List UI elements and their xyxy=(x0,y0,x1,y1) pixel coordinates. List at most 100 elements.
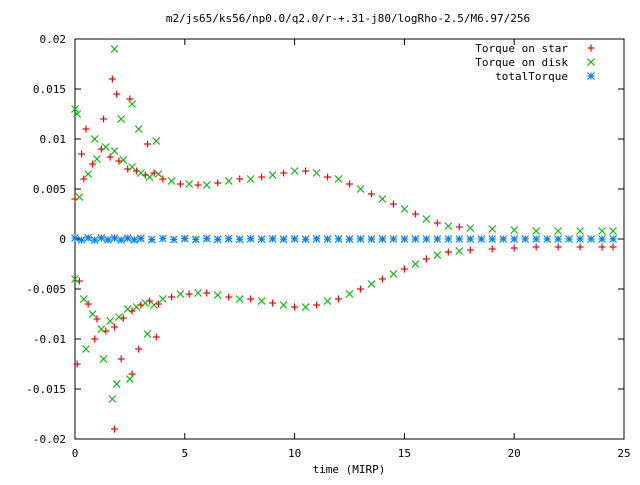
data-point xyxy=(84,233,93,242)
data-point xyxy=(280,169,288,177)
data-point xyxy=(167,177,176,185)
data-point xyxy=(389,235,398,243)
data-point xyxy=(609,235,617,243)
data-point xyxy=(521,235,530,243)
data-point xyxy=(598,227,606,235)
data-point xyxy=(128,163,137,171)
data-point xyxy=(104,235,112,244)
data-point xyxy=(609,227,617,235)
data-point xyxy=(123,234,132,243)
data-point xyxy=(106,153,114,161)
data-point xyxy=(356,185,365,193)
data-point xyxy=(90,135,99,143)
data-point xyxy=(191,235,200,244)
data-point xyxy=(378,234,387,243)
data-point xyxy=(466,246,474,254)
data-point xyxy=(290,234,299,243)
data-point xyxy=(334,234,343,243)
data-point xyxy=(455,223,463,231)
data-point xyxy=(134,125,143,133)
data-point xyxy=(565,235,574,243)
data-point xyxy=(117,115,126,123)
data-point xyxy=(78,150,86,158)
data-point xyxy=(554,227,563,235)
data-point xyxy=(323,297,332,305)
data-point xyxy=(356,234,365,243)
data-point xyxy=(159,175,167,183)
data-point xyxy=(532,227,541,235)
data-point xyxy=(247,295,255,303)
data-point xyxy=(79,295,88,303)
data-point xyxy=(194,181,202,189)
y-tick-label: 0 xyxy=(59,233,66,246)
data-point xyxy=(84,170,93,178)
data-point xyxy=(158,234,167,243)
data-point xyxy=(268,171,277,179)
data-point xyxy=(213,235,222,244)
data-point xyxy=(115,157,123,165)
data-point xyxy=(99,355,108,363)
data-point xyxy=(185,180,194,188)
x-tick-label: 25 xyxy=(617,447,630,460)
data-point xyxy=(411,260,420,268)
data-point xyxy=(185,290,193,298)
data-point xyxy=(97,325,106,333)
data-point xyxy=(532,235,541,243)
data-point xyxy=(130,235,139,244)
x-tick-label: 5 xyxy=(181,447,188,460)
data-point xyxy=(290,167,299,175)
y-axis: -0.02 -0.015 -0.01 -0.005 0 0.005 0.01 0.015 0.0… xyxy=(26,33,624,446)
data-point xyxy=(510,235,519,243)
data-point xyxy=(356,285,364,293)
legend-marker xyxy=(587,72,595,80)
data-point xyxy=(145,173,154,181)
data-point xyxy=(152,333,160,341)
data-point xyxy=(113,90,121,98)
data-point xyxy=(224,234,233,243)
series-1 xyxy=(71,75,617,433)
data-point xyxy=(88,310,97,318)
data-point xyxy=(176,290,185,298)
data-point xyxy=(108,395,117,403)
data-point xyxy=(224,177,233,185)
data-point xyxy=(302,167,310,175)
data-point xyxy=(422,255,430,263)
data-point xyxy=(93,315,101,323)
data-point xyxy=(82,345,90,353)
data-point xyxy=(110,234,119,242)
data-point xyxy=(345,235,354,244)
data-point xyxy=(433,219,441,227)
data-point xyxy=(114,313,123,321)
data-point xyxy=(268,234,277,243)
data-point xyxy=(258,173,266,181)
data-point xyxy=(246,175,255,183)
data-point xyxy=(609,243,617,251)
data-point xyxy=(110,147,119,155)
data-point xyxy=(73,110,82,118)
data-point xyxy=(147,235,156,244)
data-point xyxy=(180,234,189,243)
data-point xyxy=(93,155,101,163)
data-point xyxy=(335,295,343,303)
data-point xyxy=(466,235,475,243)
data-point xyxy=(389,270,398,278)
data-point xyxy=(71,275,79,283)
data-point xyxy=(510,244,518,252)
data-point xyxy=(150,301,158,309)
data-point xyxy=(279,301,288,309)
data-point xyxy=(84,300,92,308)
data-point xyxy=(598,243,606,251)
data-point xyxy=(111,323,119,331)
x-tick-label: 0 xyxy=(72,447,79,460)
data-point xyxy=(158,295,167,303)
data-point xyxy=(598,235,606,243)
data-point xyxy=(80,175,88,183)
data-point xyxy=(378,195,387,203)
data-point xyxy=(488,245,496,253)
data-point xyxy=(269,299,277,307)
legend-label: Torque on disk xyxy=(475,56,568,69)
data-point xyxy=(543,235,552,243)
data-point xyxy=(532,243,540,251)
data-point xyxy=(291,303,299,311)
y-tick-label: -0.01 xyxy=(33,333,66,346)
